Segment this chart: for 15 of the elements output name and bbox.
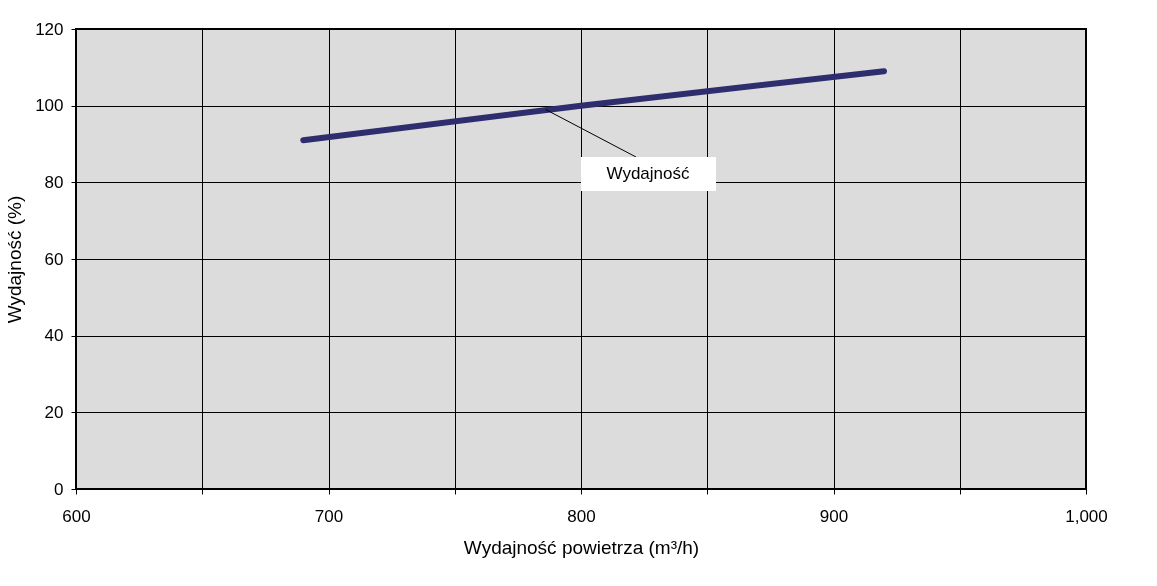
x-tick-label: 600 [62, 506, 91, 526]
x-tick-label: 900 [819, 506, 849, 526]
y-tick-label: 80 [44, 172, 64, 192]
y-tick-label: 60 [44, 249, 64, 269]
x-axis-title: Wydajność powietrza (m³/h) [463, 536, 700, 558]
y-axis-title: Wydajność (%) [4, 195, 26, 324]
x-tick-label: 700 [314, 506, 344, 526]
y-tick-label: 40 [44, 326, 64, 346]
y-tick-label: 120 [35, 19, 64, 39]
annotation: Wydajność [606, 164, 690, 183]
x-tick-label: 1,000 [1065, 506, 1108, 526]
y-tick-label: 100 [35, 96, 64, 116]
y-tick-label: 20 [44, 402, 64, 422]
y-tick-label: 0 [54, 479, 64, 499]
x-tick-label: 800 [567, 506, 596, 526]
